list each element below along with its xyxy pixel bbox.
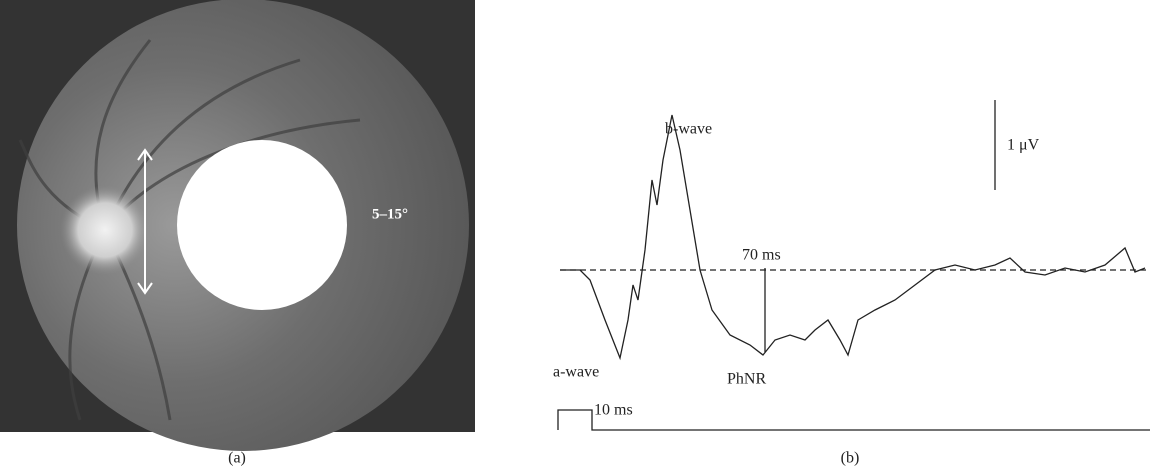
amplitude-scale: 1 μV <box>1007 137 1040 154</box>
panel-label: (b) <box>841 450 860 467</box>
phnr-label: PhNR <box>727 371 766 388</box>
time-marker: 70 ms <box>742 247 781 264</box>
b-wave-label: b-wave <box>665 121 712 138</box>
stimulus-duration: 10 ms <box>594 402 633 419</box>
erg-trace <box>558 100 1150 430</box>
panel-label: (a) <box>228 450 246 467</box>
figure: 5–15° (a) b-wave 1 μV 70 ms a-wave PhNR … <box>0 0 1160 471</box>
angle-annotation: 5–15° <box>372 206 408 222</box>
fundus-image: 5–15° <box>0 0 475 451</box>
a-wave-label: a-wave <box>553 364 599 381</box>
